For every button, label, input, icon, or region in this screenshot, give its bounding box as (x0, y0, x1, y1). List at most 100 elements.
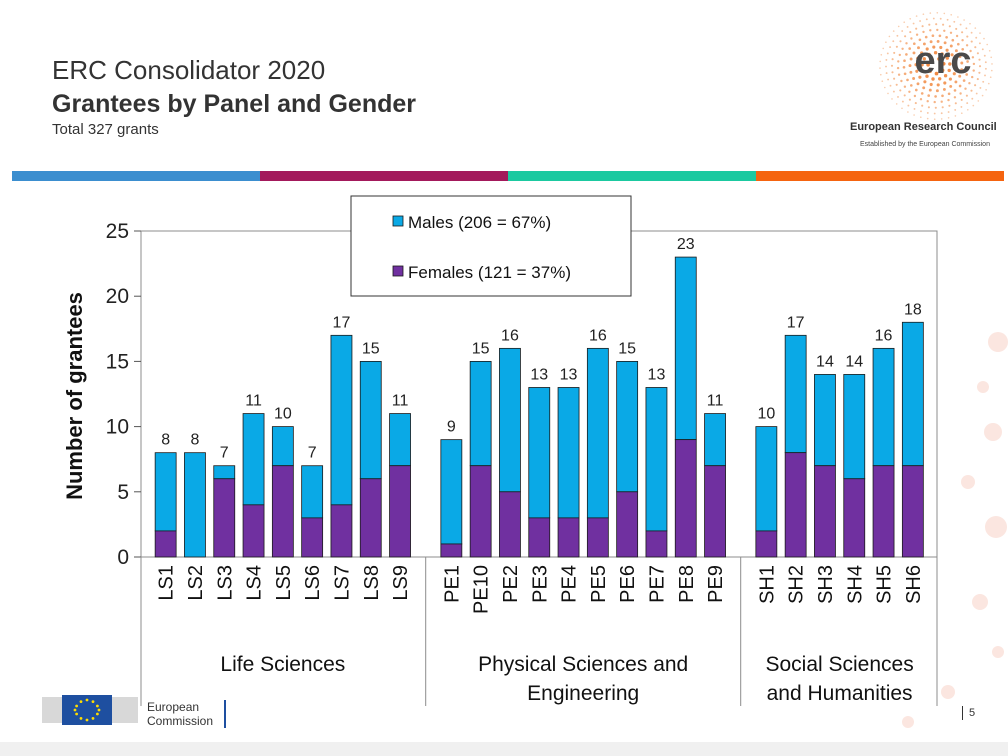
data-label: 15 (618, 340, 636, 357)
erc-logo-dot (889, 84, 892, 87)
erc-logo-dot (978, 65, 982, 68)
erc-logo-dot (885, 72, 888, 75)
bar-males (359, 360, 382, 480)
erc-logo-dot (949, 31, 953, 34)
erc-logo-dot (914, 88, 918, 92)
bar-females (901, 465, 924, 558)
erc-logo-dot (900, 79, 903, 83)
erc-logo-dot (965, 27, 968, 30)
erc-logo-dot (946, 18, 949, 21)
erc-logo-dot (953, 59, 957, 63)
erc-logo-dot (903, 85, 907, 88)
data-label: 15 (362, 340, 380, 357)
erc-logo-dot (984, 67, 987, 70)
erc-logo-dot (943, 12, 946, 15)
x-tick-label: LS9 (390, 565, 412, 601)
erc-logo-dot (978, 71, 981, 74)
erc-logo-dot (990, 69, 993, 72)
erc-logo-dot (977, 100, 980, 102)
data-label: 7 (220, 445, 229, 462)
erc-logo-dot (907, 111, 909, 113)
erc-logo-dot (938, 77, 942, 81)
erc-logo-dot (918, 75, 922, 79)
x-tick-label: SH6 (903, 565, 925, 604)
erc-logo-dot (933, 112, 936, 115)
x-tick-label: SH5 (874, 565, 896, 604)
erc-logo-dot (899, 40, 902, 43)
erc-logo-dot (909, 31, 912, 34)
erc-logo-dot (970, 31, 973, 34)
erc-logo-dot (936, 11, 939, 14)
erc-logo-dot (950, 13, 953, 16)
european-commission-logo (42, 695, 138, 725)
erc-logo-dot (916, 56, 920, 60)
erc-logo-dot (960, 61, 964, 65)
bar-females (528, 517, 551, 558)
legend-label-males: Males (206 = 67%) (408, 213, 551, 232)
x-tick-label: LS8 (361, 565, 383, 601)
erc-logo-dot (952, 72, 956, 76)
erc-logo-dot (921, 69, 925, 73)
erc-logo-dot (974, 46, 977, 49)
erc-logo-dot (886, 52, 889, 55)
erc-logo-dot (927, 94, 931, 97)
erc-logo-dot (922, 57, 926, 61)
bar-females (359, 478, 382, 558)
group-label: Engineering (527, 682, 639, 705)
x-tick-label: PE6 (617, 565, 639, 603)
erc-logo-dot (958, 84, 962, 88)
erc-logo-dot (909, 57, 913, 61)
erc-logo-dot (955, 34, 959, 38)
erc-logo-dot (938, 34, 942, 38)
erc-logo-dot (962, 79, 966, 82)
erc-logo-dot (919, 20, 922, 22)
erc-logo-dot (906, 25, 909, 28)
erc-logo-dot (947, 111, 950, 113)
erc-logo-dot (975, 92, 978, 95)
erc-name: European Research Council (850, 121, 997, 133)
bar-females (301, 517, 324, 558)
erc-logo-dot (984, 74, 986, 77)
erc-logo-dot (960, 98, 963, 101)
erc-logo-dot (975, 36, 978, 39)
erc-logo-dot (955, 27, 958, 30)
erc-logo-dot (903, 94, 906, 97)
x-tick-label: PE2 (500, 565, 522, 603)
erc-logo-dot (966, 66, 970, 70)
erc-logo-dot (936, 83, 940, 87)
erc-logo-dot (909, 70, 913, 74)
erc-logo-dot (880, 53, 883, 56)
erc-logo-dot (901, 107, 903, 110)
legend-swatch-females (392, 265, 404, 277)
data-label: 23 (677, 236, 695, 253)
bar-males (469, 360, 492, 467)
erc-logo-dot (913, 94, 917, 98)
erc-logo-dot (969, 49, 972, 53)
erc-logo-dot (948, 62, 952, 66)
erc-logo-dot (966, 102, 969, 105)
erc-logo-dot (908, 98, 911, 101)
page-number-value: 5 (969, 706, 976, 719)
erc-logo-dot (898, 53, 901, 57)
erc-logo-dot (940, 118, 943, 120)
erc-logo-dot (933, 118, 936, 121)
bar-males (557, 387, 580, 519)
erc-logo-dot (879, 67, 881, 69)
erc-logo-dot (896, 66, 900, 70)
erc-logo-dot (945, 48, 949, 52)
bar-females (213, 478, 236, 558)
erc-logo-dot (942, 23, 945, 26)
bar-males (814, 374, 836, 467)
erc-logo-dot (885, 65, 887, 68)
erc-logo-dot (948, 104, 951, 107)
group-label: and Humanities (767, 682, 913, 705)
bar-females (814, 465, 836, 558)
bar-females (645, 530, 668, 558)
erc-logo-dot (979, 32, 981, 34)
erc-logo-dot (919, 116, 922, 119)
erc-logo-dot (958, 74, 962, 78)
erc-logo-dot (912, 51, 916, 55)
slide-subtitle: Grantees by Panel and Gender (52, 90, 417, 118)
erc-logo-dot (897, 60, 900, 63)
erc-logo-dot (983, 37, 985, 40)
